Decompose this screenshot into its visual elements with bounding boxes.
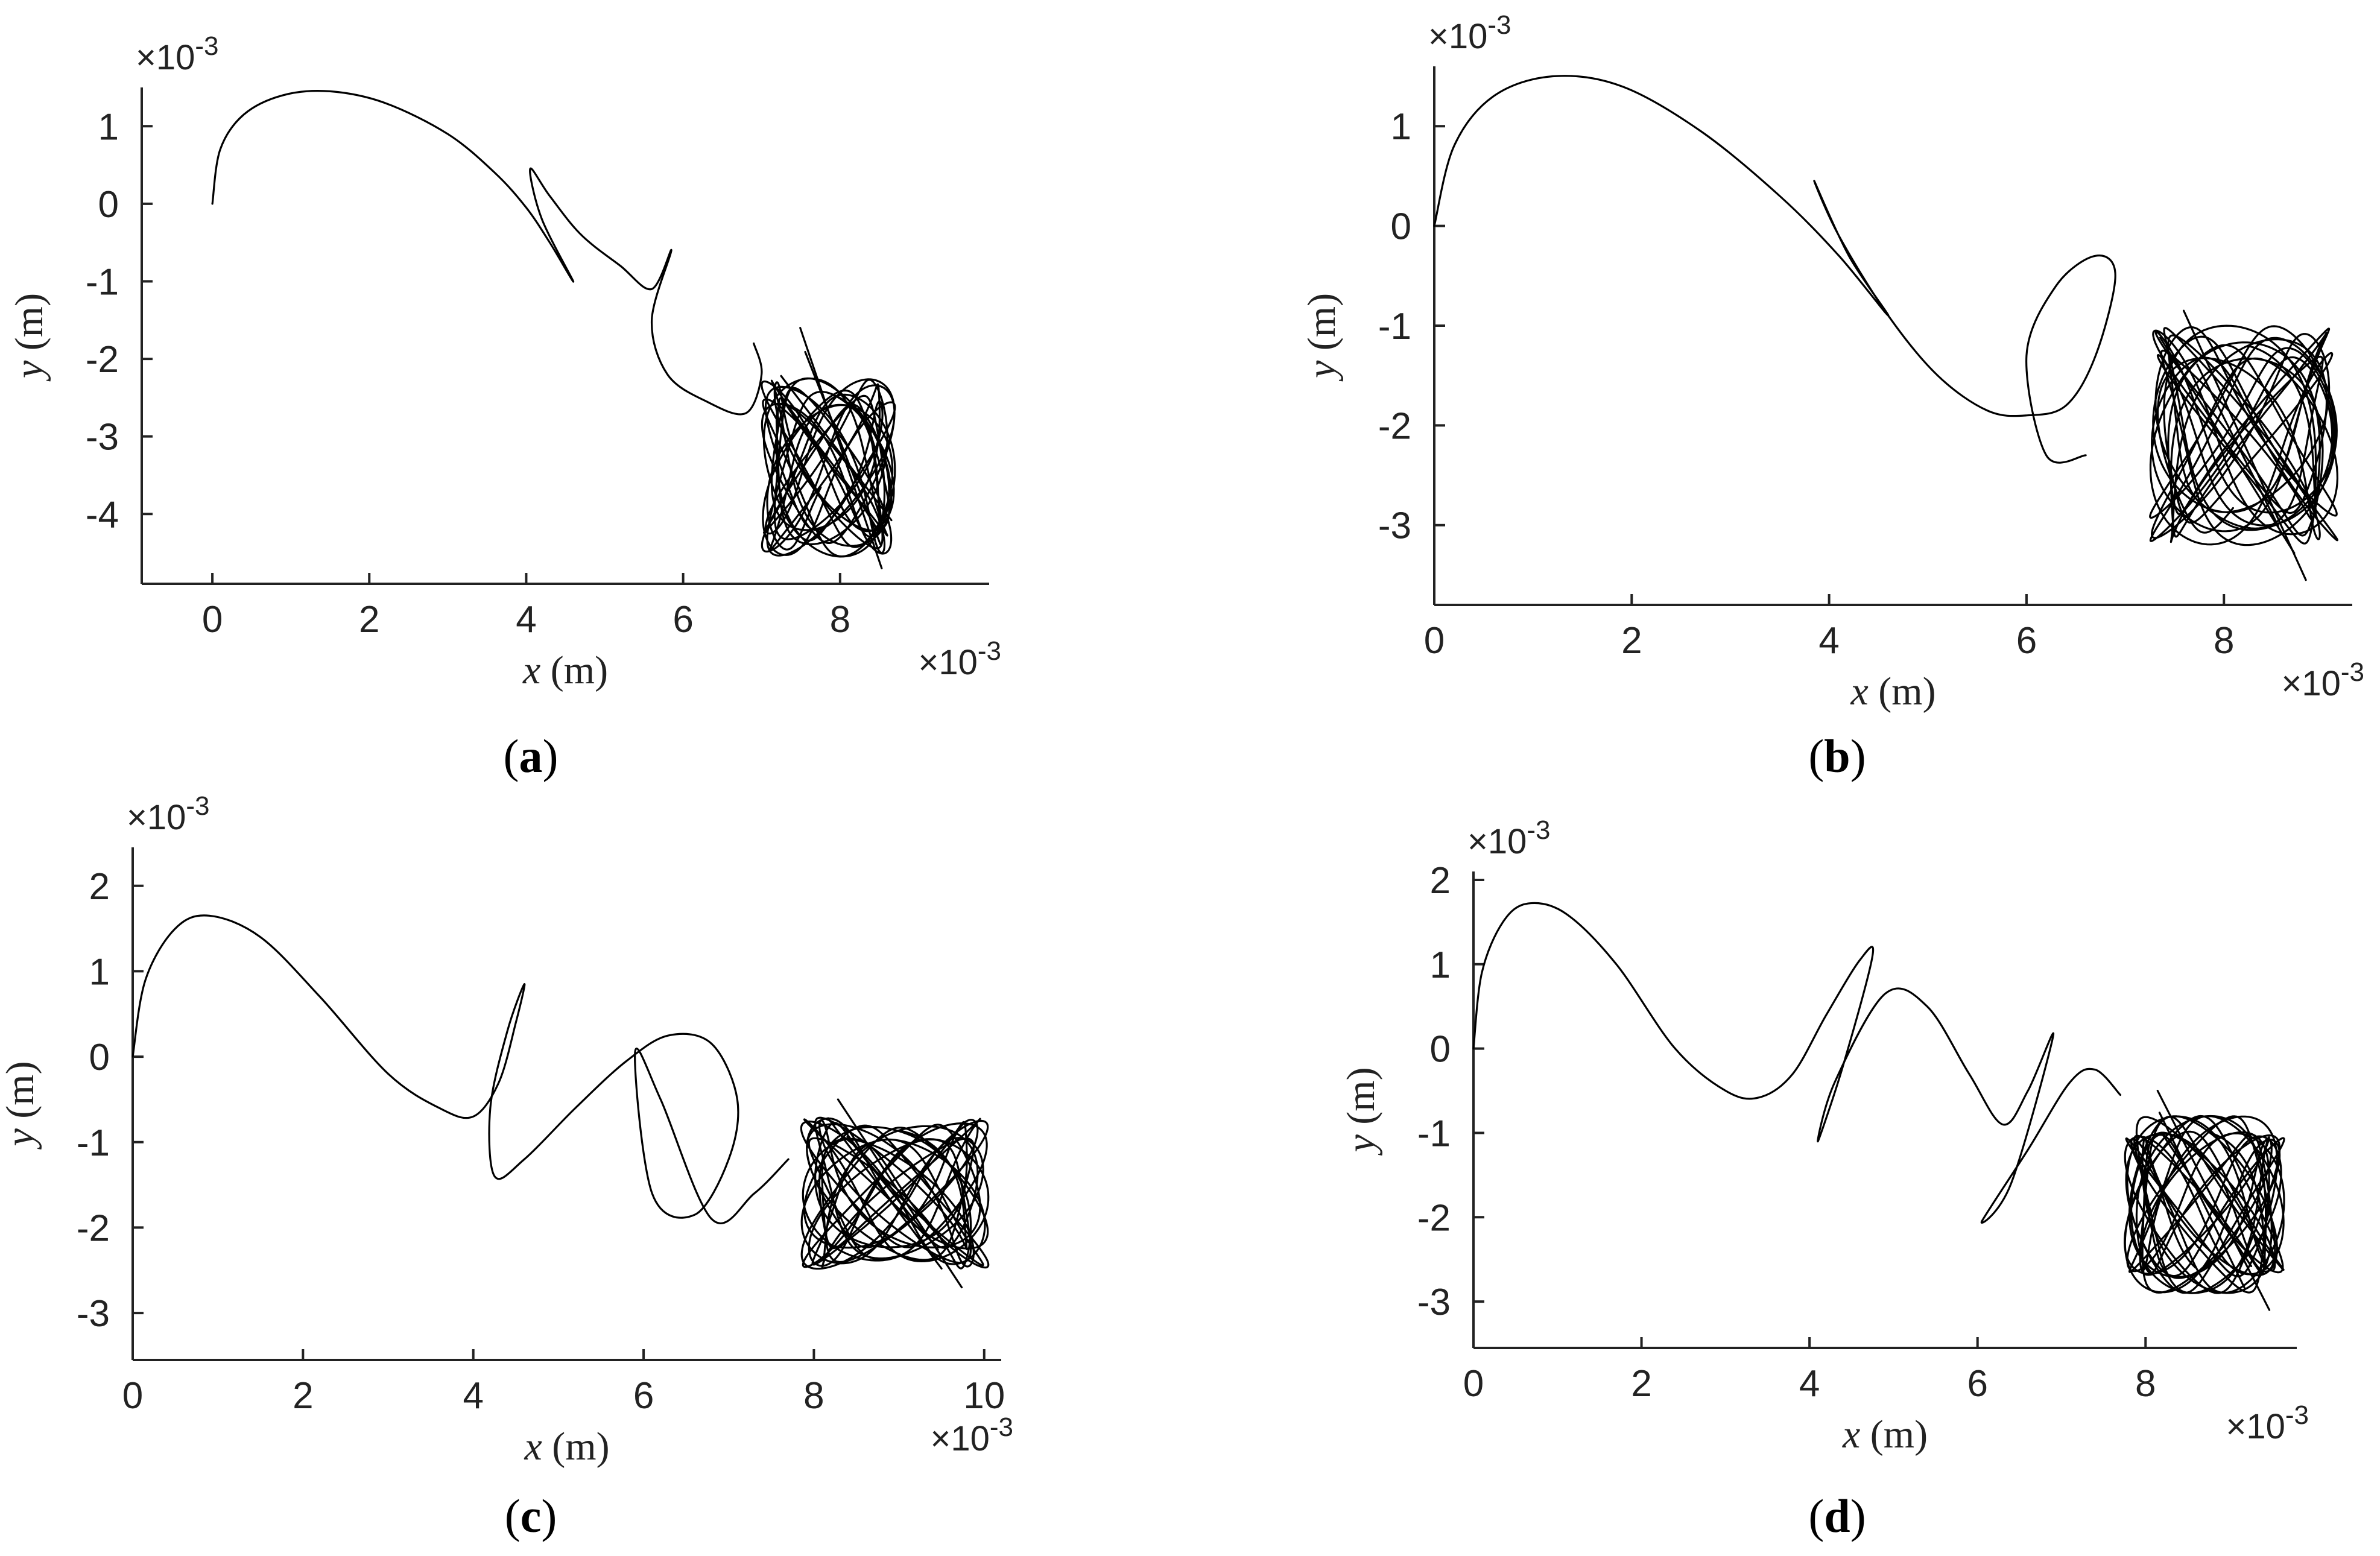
y-tick-label: 0 [98,184,119,226]
x-exponent-label: ×10-3 [2226,1400,2309,1446]
trajectory-attractor [800,1116,990,1270]
x-tick-label: 0 [1424,620,1445,662]
y-tick-label: 0 [1430,1029,1451,1071]
y-tick-label: -2 [1417,1197,1451,1239]
y-tick-label: -1 [1378,306,1411,347]
trajectory-diagonal [2156,1089,2271,1311]
x-tick-label: 4 [516,599,536,640]
y-tick-label: -1 [86,261,119,303]
y-tick-label: -2 [86,339,119,381]
trajectory-diagonal [2182,309,2307,581]
x-exponent-label: ×10-3 [2281,657,2364,703]
x-tick-label: 6 [2016,620,2037,662]
x-tick-label: 4 [1818,620,1839,662]
x-axis-label: x (m) [1842,1412,1928,1456]
y-tick-label: -2 [1378,405,1411,447]
panel-a: 0 2 4 6 810-1-2-3-4×10-3×10-3x (m)y (m)(a) [7,31,1001,782]
x-axis-label: x (m) [522,648,608,692]
trajectory-transient [1433,75,2116,464]
y-exponent-label: ×10-3 [136,31,219,77]
x-tick-label: 0 [1463,1363,1484,1405]
y-exponent-label: ×10-3 [1428,10,1511,56]
x-tick-label: 8 [2135,1363,2156,1405]
trajectory-diagonal [2158,1112,2246,1289]
y-axis-label: y (m) [0,1061,42,1150]
x-tick-label: 10 [963,1375,1005,1417]
trajectory-diagonal [804,350,882,546]
x-axis-label: x (m) [524,1425,609,1469]
y-tick-label: 2 [1430,860,1451,902]
trajectory-diagonal [846,1136,939,1251]
panel-caption: (b) [1808,730,1866,782]
y-tick-label: 1 [89,951,110,993]
y-axis-label: y (m) [1339,1067,1383,1156]
trajectory-diagonal [827,1117,943,1270]
y-tick-label: -3 [1417,1282,1451,1323]
x-tick-label: 2 [359,599,379,640]
y-tick-label: -1 [77,1122,110,1164]
trajectory-transient [131,914,790,1224]
y-exponent-label: ×10-3 [1467,815,1551,861]
y-axis-label: y (m) [1300,293,1344,382]
trajectory-attractor [2124,1115,2285,1294]
y-tick-label: -3 [77,1293,110,1335]
panel-d: 0 2 4 6 8 2 1 0 -1 -2 -3 ×10-3 ×10-3 x (m) y (m) (d) [1339,815,2309,1542]
y-tick-label: 1 [1430,944,1451,986]
trajectory-diagonal [837,1098,963,1289]
trajectory-diagonal [780,375,893,522]
trajectory-diagonal [2196,363,2279,527]
trajectory-diagonal [799,327,883,569]
x-tick-label: 2 [1631,1363,1651,1405]
x-tick-label: 6 [633,1375,654,1417]
panel-b: 0 2 4 6 810-1-2-3×10-3×10-3x (m)y (m)(b) [1300,10,2364,782]
x-tick-label: 4 [463,1375,483,1417]
y-axis-label: y (m) [7,293,51,382]
x-tick-label: 2 [1621,620,1642,662]
y-tick-label: -2 [77,1207,110,1249]
x-tick-label: 6 [673,599,693,640]
trajectory-attractor [761,377,896,558]
y-tick-label: -4 [86,494,119,536]
x-tick-label: 2 [293,1375,313,1417]
x-tick-label: 0 [122,1375,143,1417]
y-tick-label: 0 [1391,206,1411,248]
x-exponent-label: ×10-3 [918,636,1001,682]
x-exponent-label: ×10-3 [930,1412,1013,1458]
panel-caption: (d) [1808,1490,1866,1542]
y-tick-label: -3 [1378,505,1411,547]
x-tick-label: 0 [202,599,223,640]
trajectory-transient [211,90,763,416]
x-tick-label: 8 [803,1375,824,1417]
trajectory-diagonal [2162,1133,2253,1267]
x-tick-label: 8 [830,599,850,640]
y-tick-label: 1 [1391,106,1411,148]
panel-caption: (a) [504,730,559,782]
trajectory-attractor [2149,324,2338,546]
x-tick-label: 8 [2214,620,2234,662]
x-tick-label: 6 [1967,1363,1987,1405]
trajectory-transient [1472,902,2122,1224]
panel-caption: (c) [505,1490,557,1542]
y-tick-label: 0 [89,1037,110,1078]
x-axis-label: x (m) [1850,669,1935,713]
trajectory-diagonal [2159,337,2296,554]
y-tick-label: -3 [86,417,119,458]
y-tick-label: 1 [98,106,119,148]
y-exponent-label: ×10-3 [127,791,210,837]
x-tick-label: 4 [1799,1363,1820,1405]
y-tick-label: -1 [1417,1113,1451,1154]
y-tick-label: 2 [89,866,110,908]
